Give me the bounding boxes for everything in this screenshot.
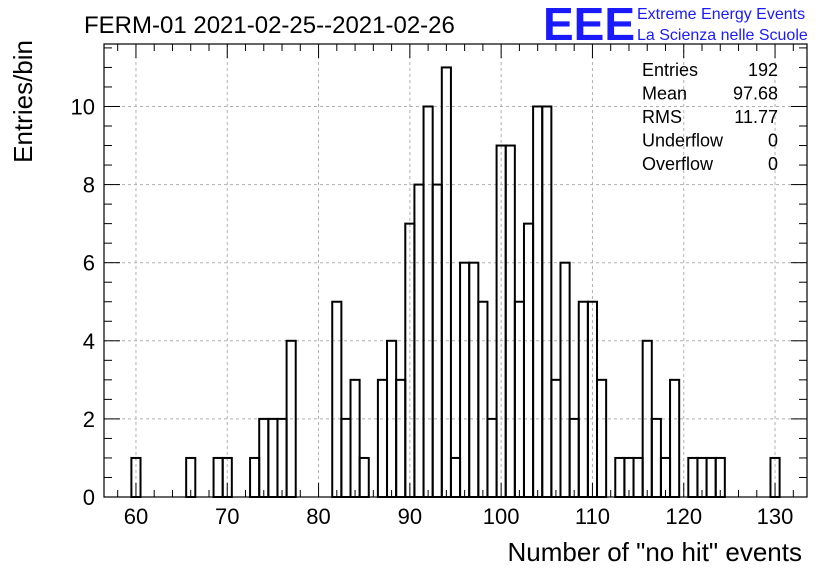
histogram-bars bbox=[130, 66, 781, 499]
tick-labels: 60 70 80 90 100 110 120 130 0 2 4 6 8 10 bbox=[71, 94, 794, 529]
histogram-bin bbox=[212, 456, 224, 498]
stats-label: Mean bbox=[642, 84, 687, 104]
histogram-bin bbox=[504, 144, 516, 498]
histogram-bin bbox=[559, 261, 571, 499]
histogram-bin bbox=[459, 261, 471, 499]
y-tick-label: 4 bbox=[83, 329, 95, 354]
histogram-bin bbox=[267, 417, 279, 498]
stats-label: Overflow bbox=[642, 154, 714, 174]
histogram-bin bbox=[669, 378, 681, 498]
histogram-bin bbox=[449, 456, 462, 498]
axis-ticks bbox=[104, 44, 807, 498]
stats-label: Entries bbox=[642, 60, 698, 80]
eee-logo-line1: Extreme Energy Events bbox=[637, 6, 805, 23]
stats-label: Underflow bbox=[642, 131, 724, 151]
eee-logo-mark: EEE bbox=[543, 0, 635, 50]
y-tick-label: 2 bbox=[83, 407, 95, 432]
histogram-bin bbox=[577, 300, 589, 499]
histogram-bin bbox=[404, 222, 416, 498]
histogram-bin bbox=[358, 456, 370, 498]
histogram-bin bbox=[422, 105, 434, 498]
histogram-bin bbox=[486, 417, 498, 498]
stats-box: Entries 192 Mean 97.68 RMS 11.77 Underflow 0 Ove… bbox=[642, 60, 778, 174]
x-tick-label: 100 bbox=[483, 504, 520, 529]
x-tick-label: 90 bbox=[398, 504, 422, 529]
y-tick-label: 8 bbox=[83, 173, 95, 198]
histogram-bin bbox=[532, 105, 544, 498]
histogram-bin bbox=[340, 417, 352, 498]
histogram-bin bbox=[513, 300, 525, 499]
stats-value: 192 bbox=[748, 60, 778, 80]
y-axis-label: Entries/bin bbox=[8, 40, 38, 163]
histogram-bin bbox=[522, 222, 535, 498]
y-tick-label: 6 bbox=[83, 251, 95, 276]
stats-value: 0 bbox=[768, 154, 778, 174]
x-tick-label: 110 bbox=[575, 504, 610, 529]
eee-logo-line2: La Scienza nelle Scuole bbox=[637, 27, 808, 44]
x-tick-label: 120 bbox=[665, 504, 702, 529]
histogram-bin bbox=[349, 378, 361, 498]
x-tick-label: 70 bbox=[215, 504, 239, 529]
histogram-bin bbox=[650, 417, 662, 498]
histogram-bin bbox=[632, 456, 644, 498]
y-tick-label: 10 bbox=[71, 94, 95, 119]
histogram-bin bbox=[440, 66, 452, 499]
histogram-bin bbox=[249, 456, 261, 498]
stats-value: 97.68 bbox=[733, 84, 778, 104]
x-tick-label: 60 bbox=[124, 504, 148, 529]
histogram-bin bbox=[568, 417, 580, 498]
histogram-bin bbox=[376, 378, 389, 498]
histogram-bin bbox=[331, 300, 343, 499]
plot-frame bbox=[103, 43, 808, 498]
x-tick-label: 130 bbox=[757, 504, 794, 529]
eee-logo: EEE Extreme Energy Events La Scienza nel… bbox=[543, 0, 808, 50]
y-tick-label: 0 bbox=[83, 485, 95, 510]
stats-value: 0 bbox=[768, 131, 778, 151]
histogram-bin bbox=[395, 378, 407, 498]
stats-label: RMS bbox=[642, 107, 682, 127]
histogram-bin bbox=[705, 456, 717, 498]
histogram-bin bbox=[550, 378, 562, 498]
grid-lines bbox=[104, 44, 807, 497]
stats-value: 11.77 bbox=[734, 107, 778, 127]
histogram-bin bbox=[614, 456, 626, 498]
chart-title: FERM-01 2021-02-25--2021-02-26 bbox=[84, 12, 455, 39]
histogram-bin bbox=[477, 300, 489, 499]
histogram-bin bbox=[276, 417, 288, 498]
histogram-bin bbox=[596, 378, 608, 498]
x-tick-label: 80 bbox=[306, 504, 330, 529]
histogram-bin bbox=[687, 456, 699, 498]
histogram-bin bbox=[468, 261, 480, 499]
histogram-bin bbox=[258, 417, 270, 498]
histogram-bin bbox=[541, 105, 553, 498]
x-axis-label: Number of "no hit" events bbox=[508, 537, 803, 567]
